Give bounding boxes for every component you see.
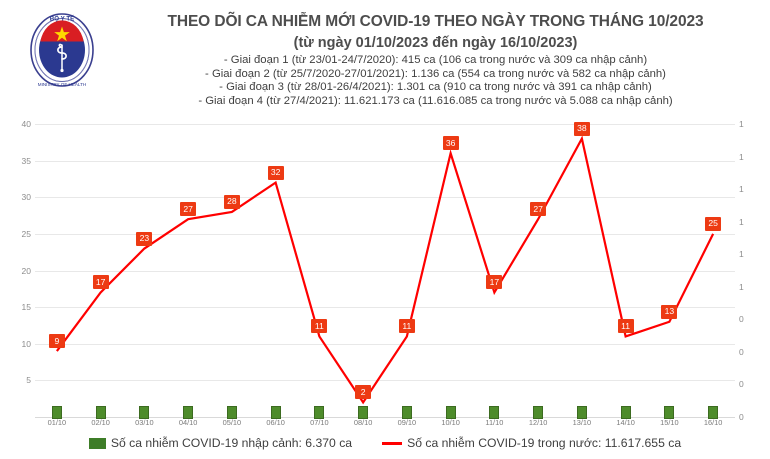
y-axis-tick-right: 1 [739, 249, 744, 260]
y-axis-tick-right: 0 [739, 314, 744, 325]
page-title: THEO DÕI CA NHIỄM MỚI COVID-19 THEO NGÀY… [167, 13, 704, 30]
logo-top-text: BỘ Y TẾ [50, 15, 75, 23]
imported-cases-bar [533, 406, 544, 419]
chart-legend: Số ca nhiễm COVID-19 nhập cảnh: 6.370 ca… [0, 432, 770, 459]
page-subtitle: (từ ngày 01/10/2023 đến ngày 16/10/2023) [293, 35, 578, 51]
chart-area: 5 10 15 20 25 30 35 40 0 0 0 0 1 1 1 1 1 1 01/10 02/10 03/10… [0, 112, 770, 432]
green-square-marker-icon [88, 437, 106, 449]
phase-line-1: - Giai đoạn 1 (từ 23/01-24/7/2020): 415 … [223, 54, 648, 66]
page-title-block: THEO DÕI CA NHIỄM MỚI COVID-19 THEO NGÀY… [108, 12, 763, 53]
y-axis-tick-left: 25 [21, 228, 31, 239]
data-label: 11 [617, 319, 634, 334]
x-axis-tick: 15/10 [660, 418, 679, 427]
legend-item-imported: Số ca nhiễm COVID-19 nhập cảnh: 6.370 ca [88, 436, 353, 450]
imported-cases-bar [358, 406, 369, 419]
x-axis-tick: 07/10 [310, 418, 329, 427]
y-axis-tick-right: 1 [739, 119, 744, 129]
legend-item-domestic: Số ca nhiễm COVID-19 trong nước: 11.617.… [382, 436, 681, 450]
logo-bottom-text: MINISTRY OF HEALTH [38, 82, 87, 87]
y-axis-tick-right: 1 [739, 151, 744, 162]
axis-baseline [35, 417, 735, 418]
phase-line-4: - Giai đoạn 4 (từ 27/4/2021): 11.621.173… [198, 94, 673, 107]
domestic-cases-line [55, 135, 715, 405]
gridline [35, 380, 735, 382]
x-axis-tick: 13/10 [572, 418, 592, 427]
data-label: 9 [48, 334, 65, 349]
x-axis-tick: 11/10 [485, 418, 504, 427]
imported-cases-bar [226, 406, 237, 419]
x-axis-tick: 03/10 [135, 418, 154, 427]
gridline [35, 197, 735, 199]
imported-cases-bar [708, 406, 719, 419]
data-label: 11 [311, 319, 328, 334]
y-axis-tick-left: 40 [21, 119, 31, 129]
data-label: 17 [92, 275, 109, 290]
gridline [35, 270, 735, 272]
gridline [35, 233, 735, 235]
x-axis-tick: 14/10 [616, 418, 635, 427]
imported-cases-bar [620, 406, 631, 419]
imported-cases-bar [139, 406, 150, 419]
imported-cases-bar [51, 406, 62, 419]
data-label: 11 [398, 319, 415, 334]
imported-cases-bar [445, 406, 456, 419]
imported-cases-bar [489, 406, 500, 419]
red-line-marker-icon [382, 441, 403, 445]
imported-cases-bar [95, 406, 106, 419]
data-label: 25 [705, 216, 722, 231]
data-label: 38 [573, 121, 590, 136]
x-axis-tick: 12/10 [528, 418, 548, 427]
imported-cases-bar [183, 406, 194, 419]
y-axis-tick-left: 35 [21, 155, 31, 166]
data-label: 28 [223, 194, 240, 209]
x-axis-tick: 02/10 [91, 418, 110, 427]
x-axis-tick: 09/10 [397, 418, 417, 427]
x-axis-tick: 01/10 [47, 418, 67, 427]
gridline [35, 307, 735, 309]
line-path [55, 135, 715, 405]
plot-area [35, 124, 735, 418]
x-axis-tick: 08/10 [353, 418, 373, 427]
imported-cases-bar [314, 406, 325, 419]
legend-label-domestic: Số ca nhiễm COVID-19 trong nước: 11.617.… [407, 436, 682, 450]
data-label: 27 [180, 202, 197, 217]
x-axis-tick: 05/10 [222, 418, 242, 427]
y-axis-tick-left: 20 [21, 265, 31, 276]
gridline [35, 124, 735, 125]
y-axis-tick-left: 10 [21, 338, 31, 349]
y-axis-tick-right: 0 [739, 412, 744, 422]
data-label: 32 [267, 165, 284, 180]
x-axis-tick: 10/10 [441, 418, 460, 427]
phase-line-2: - Giai đoạn 2 (từ 25/7/2020-27/01/2021):… [205, 67, 666, 80]
data-label: 27 [530, 202, 547, 217]
imported-cases-bar [576, 406, 587, 419]
y-axis-tick-right: 0 [739, 346, 744, 357]
y-axis-tick-right: 1 [739, 216, 744, 227]
x-axis-tick: 06/10 [266, 418, 285, 427]
x-axis-tick: 04/10 [178, 418, 198, 427]
legend-label-imported: Số ca nhiễm COVID-19 nhập cảnh: 6.370 ca [110, 436, 353, 450]
imported-cases-bar [401, 406, 412, 419]
y-axis-tick-left: 15 [21, 302, 31, 313]
phase-line-3: - Giai đoạn 3 (từ 28/01-26/4/2021): 1.30… [219, 81, 652, 94]
data-label: 36 [442, 136, 459, 151]
y-axis-tick-right: 1 [739, 281, 744, 292]
y-axis-tick-right: 1 [739, 184, 744, 195]
chart-header: BỘ Y TẾ MINISTRY OF HEALTH THEO DÕI CA N… [0, 0, 770, 112]
data-label: 17 [486, 275, 503, 290]
gridline [35, 160, 735, 162]
data-label: 2 [355, 385, 372, 400]
phase-summary-list: - Giai đoạn 1 (từ 23/01-24/7/2020): 415 … [108, 54, 763, 108]
imported-cases-bar [270, 406, 281, 419]
x-axis-tick: 16/10 [703, 418, 723, 427]
y-axis-tick-left: 30 [21, 192, 31, 203]
imported-cases-bar [664, 406, 675, 419]
data-label: 23 [136, 231, 153, 246]
gridline [35, 343, 735, 345]
data-label: 13 [661, 304, 678, 319]
y-axis-tick-right: 0 [739, 379, 744, 390]
ministry-of-health-logo: BỘ Y TẾ MINISTRY OF HEALTH [22, 10, 102, 90]
y-axis-tick-left: 5 [26, 375, 31, 386]
